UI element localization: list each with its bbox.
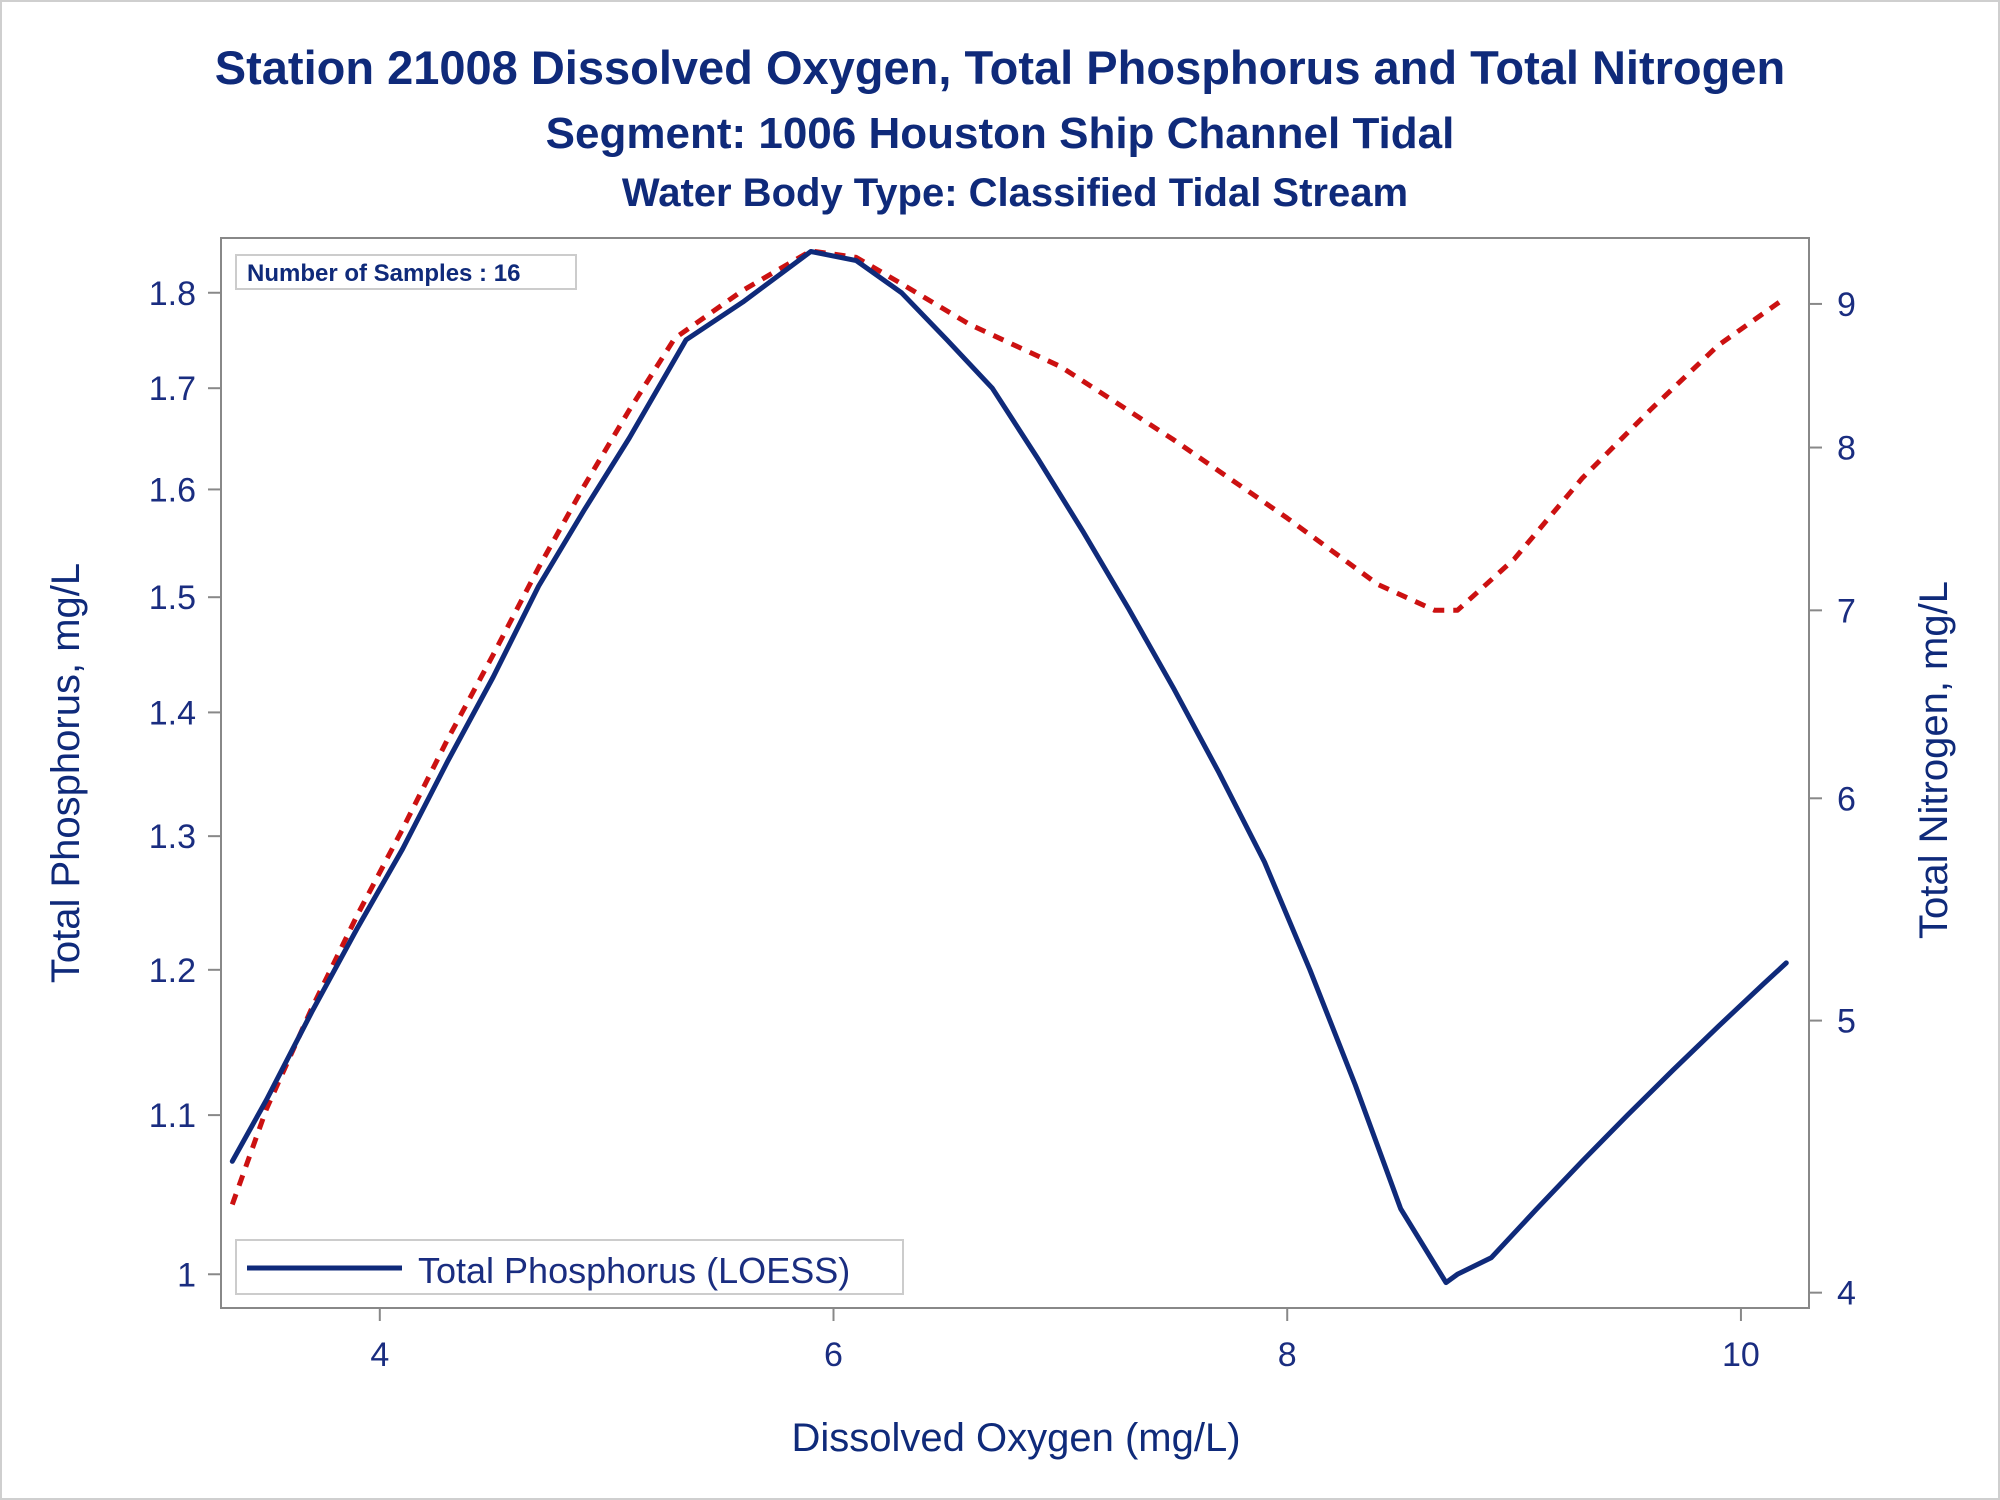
y-left-tick-label: 1.3	[149, 818, 196, 856]
series-line-total-phosphorus	[229, 249, 1789, 1286]
y-right-tick-label: 4	[1837, 1275, 1856, 1313]
chart-title: Station 21008 Dissolved Oxygen, Total Ph…	[215, 41, 1785, 94]
x-axis-ticks: 4 6 8 10	[370, 1308, 1760, 1374]
x-tick-label: 6	[824, 1336, 843, 1374]
samples-inset-box	[235, 254, 577, 290]
x-tick-label: 10	[1722, 1336, 1760, 1374]
samples-inset-text: Number of Samples : 16	[247, 260, 520, 287]
x-axis-label: Dissolved Oxygen (mg/L)	[791, 1416, 1240, 1460]
y-right-tick-label: 6	[1837, 780, 1856, 818]
y-left-axis-ticks: 1 1.1 1.2 1.3 1.4 1.5 1.6 1.7 1.8	[149, 275, 221, 1294]
y-right-axis-label: Total Nitrogen, mg/L	[1912, 581, 1956, 939]
series-line-total-nitrogen	[229, 248, 1788, 1206]
y-left-tick-label: 1.6	[149, 471, 196, 509]
y-left-tick-label: 1.7	[149, 370, 196, 408]
chart-subtitle-2: Water Body Type: Classified Tidal Stream	[622, 171, 1408, 215]
y-left-axis-label: Total Phosphorus, mg/L	[44, 563, 88, 983]
legend-label-total-phosphorus: Total Phosphorus (LOESS)	[418, 1250, 850, 1291]
y-left-tick-label: 1	[177, 1256, 196, 1294]
y-left-tick-label: 1.2	[149, 952, 196, 990]
plot-frame	[220, 237, 1810, 1309]
y-left-tick-label: 1.8	[149, 275, 196, 313]
y-right-tick-label: 9	[1837, 286, 1856, 324]
y-right-tick-label: 5	[1837, 1003, 1856, 1041]
y-right-tick-label: 8	[1837, 430, 1856, 468]
chart-subtitle: Segment: 1006 Houston Ship Channel Tidal	[546, 109, 1455, 158]
samples-inset: Number of Samples : 16	[235, 254, 577, 290]
y-left-tick-label: 1.5	[149, 579, 196, 617]
y-right-tick-label: 7	[1837, 592, 1856, 630]
x-tick-label: 8	[1278, 1336, 1297, 1374]
y-right-axis-ticks: 4 5 6 7 8 9	[1809, 286, 1856, 1313]
series-layer	[229, 248, 1789, 1286]
x-tick-label: 4	[370, 1336, 389, 1374]
legend: Total Phosphorus (LOESS)	[235, 1239, 904, 1295]
y-left-tick-label: 1.4	[149, 694, 196, 732]
y-left-tick-label: 1.1	[149, 1097, 196, 1135]
